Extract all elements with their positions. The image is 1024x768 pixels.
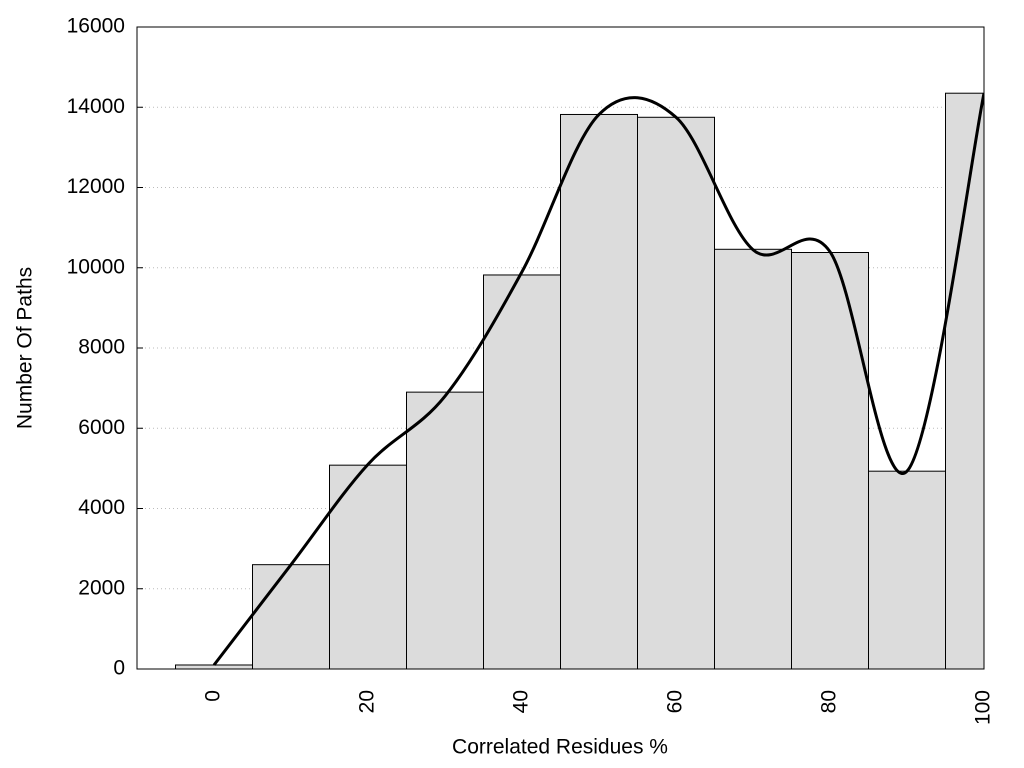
plot-frame: [136, 26, 985, 670]
y-tick-label: 10000: [67, 255, 125, 278]
bar: [483, 274, 561, 669]
plot-area: [175, 92, 984, 669]
y-tick-label: 4000: [78, 496, 125, 519]
bar: [791, 252, 869, 669]
y-tick-label: 6000: [78, 416, 125, 439]
y-tick-label: 2000: [78, 576, 125, 599]
x-tick-label: 0: [202, 690, 225, 702]
bar: [560, 113, 638, 669]
bar: [252, 564, 330, 669]
curve: [212, 92, 984, 666]
bar: [868, 470, 946, 669]
bar: [329, 464, 407, 669]
x-tick-label: 40: [510, 690, 533, 713]
y-axis-label: Number Of Paths: [14, 267, 37, 429]
x-axis-label: Correlated Residues %: [452, 736, 668, 759]
x-tick-label: 20: [356, 690, 379, 713]
bar: [714, 248, 792, 669]
bar: [406, 391, 484, 669]
x-tick-label: 60: [664, 690, 687, 713]
x-tick-label: 100: [972, 690, 995, 725]
y-tick-label: 8000: [78, 336, 125, 359]
x-tick-label: 80: [818, 690, 841, 713]
y-tick-label: 16000: [67, 15, 125, 38]
bar: [175, 664, 253, 669]
y-tick-label: 12000: [67, 175, 125, 198]
bar: [637, 116, 715, 669]
y-tick-label: 0: [113, 657, 125, 680]
bar: [945, 92, 984, 669]
y-tick-label: 14000: [67, 95, 125, 118]
